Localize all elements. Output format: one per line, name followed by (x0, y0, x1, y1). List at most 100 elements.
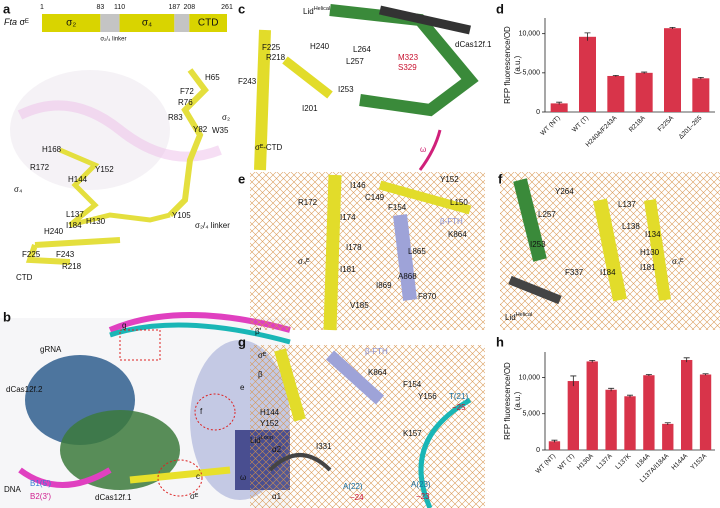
structure-label: σᴱ (258, 351, 267, 360)
domain-label: σ₂ (66, 18, 76, 29)
y-tick-label: 10,000 (519, 374, 541, 381)
structure-label: Y152 (260, 419, 279, 428)
structure-label: −25 (452, 403, 466, 412)
label-text: M323 (398, 53, 419, 62)
structure-label: c (196, 472, 200, 481)
structure-label: I331 (316, 442, 332, 451)
panel-letter: b (3, 309, 11, 324)
structure-label: H240 (44, 227, 64, 236)
bar (579, 36, 596, 112)
domain-segment (42, 14, 101, 32)
error-bar (683, 357, 690, 363)
x-tick-label: WT (T) (571, 115, 590, 134)
structure-label: L264 (353, 45, 371, 54)
structure-label: α1 (272, 492, 282, 501)
label-text: B2(3′) (30, 492, 51, 501)
structure-label: H168 (42, 145, 62, 154)
linker-label: σ₂/₄ linker (100, 37, 126, 43)
structure-label: LidHelical (303, 6, 330, 16)
error-bar (584, 32, 591, 41)
structure-label: Y264 (555, 187, 574, 196)
structure-label: σ₄ (14, 185, 22, 194)
structure-label: I134 (645, 230, 661, 239)
label-text: Lid (505, 313, 516, 322)
bar (567, 381, 579, 450)
label-text: Lid (303, 7, 314, 16)
x-tick-label: L137A (595, 452, 614, 471)
panel-letter: c (238, 1, 245, 16)
domain-species: Fta σᴱ (4, 17, 29, 27)
structure-label: CTD (16, 273, 33, 282)
label-sup: Helical (516, 312, 533, 318)
residue-number: 110 (114, 4, 125, 11)
structure-label: R172 (298, 198, 318, 207)
y-tick-label: 5,000 (522, 411, 540, 418)
y-axis-unit: (a.u.) (513, 55, 522, 74)
bar (605, 389, 617, 450)
label-text: A(22) (343, 482, 363, 491)
structure-label: σ₄ᴱ (672, 257, 684, 266)
bar (681, 359, 693, 450)
structure-label: L257 (538, 210, 556, 219)
x-tick-label: Δ201–265 (678, 114, 704, 140)
structure-label: σ₂ (222, 113, 230, 122)
structure-label: I253 (530, 240, 546, 249)
structure-label: H144 (260, 408, 280, 417)
structure-label: F243 (238, 77, 257, 86)
structure-label: I181 (340, 265, 356, 274)
panel-f-art (500, 172, 720, 330)
domain-segment (189, 14, 227, 32)
structure-label: α2 (272, 445, 282, 454)
structure-label: V185 (350, 301, 369, 310)
structure-label: f (200, 407, 203, 416)
structure-label: DNA (4, 485, 22, 494)
residue-number: 208 (183, 4, 195, 11)
structure-label: R218 (266, 53, 286, 62)
panel-letter: d (496, 1, 504, 16)
structure-label: R76 (178, 98, 193, 107)
structure-label: Y156 (418, 392, 437, 401)
structure-label: H240 (310, 42, 330, 51)
label-text: −23 (416, 492, 430, 501)
structure-label: σᴱ-CTD (255, 143, 283, 152)
structure-label: H130 (86, 217, 106, 226)
bar (662, 423, 674, 450)
structure-label: A(22) (343, 482, 363, 491)
structure-label: L137 (66, 210, 84, 219)
structure-label: H144 (68, 175, 88, 184)
structure-label: A868 (398, 272, 417, 281)
panel-c-art (254, 4, 479, 171)
structure-label: R218 (62, 262, 82, 271)
structure-label: T(21) (449, 392, 468, 401)
label-text: Lid (250, 436, 261, 445)
structure-label: ω (420, 145, 426, 154)
label-text: β-FTH (440, 217, 463, 226)
domain-segment (119, 14, 175, 32)
bar (699, 374, 712, 450)
structure-label: dCas12f.1 (95, 493, 132, 502)
x-tick-label: WT (NT) (535, 453, 557, 475)
structure-label: I178 (346, 243, 362, 252)
x-tick-label: L137K (614, 452, 633, 471)
structure-label: β-FTH (440, 217, 463, 226)
structure-label: L257 (346, 57, 364, 66)
label-text: B1(5′) (30, 479, 51, 488)
x-tick-label: WT (NT) (539, 115, 561, 137)
structure-label: F337 (565, 268, 584, 277)
structure-label: I869 (376, 281, 392, 290)
structure-label: I174 (340, 213, 356, 222)
y-tick-label: 0 (536, 109, 540, 116)
structure-label: F870 (418, 292, 437, 301)
label-sup: Helical (314, 6, 331, 12)
label-sup: Loop (261, 435, 273, 441)
structure-label: I146 (350, 181, 366, 190)
label-text: S329 (398, 63, 417, 72)
structure-label: L137 (618, 200, 636, 209)
error-bar (612, 74, 619, 77)
residue-number: 1 (40, 4, 44, 11)
structure-label: A(23) (411, 480, 431, 489)
domain-label: σ₄ (142, 18, 152, 29)
panel-letter: f (498, 171, 503, 186)
y-tick-label: 10,000 (519, 31, 541, 38)
